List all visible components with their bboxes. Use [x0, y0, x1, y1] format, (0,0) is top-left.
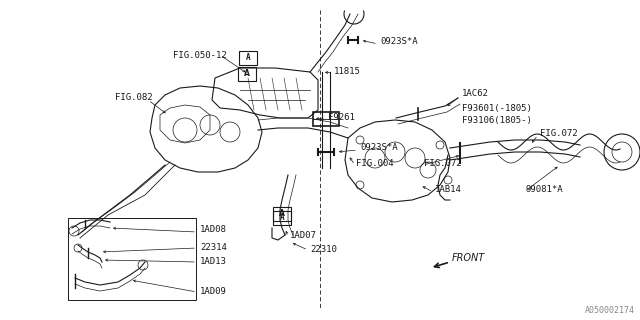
- Text: 1AD07: 1AD07: [290, 230, 317, 239]
- Text: 22310: 22310: [310, 245, 337, 254]
- Text: F93106(1805-): F93106(1805-): [462, 116, 532, 124]
- Text: 99081*A: 99081*A: [525, 186, 563, 195]
- Text: FIG.050-12: FIG.050-12: [173, 51, 227, 60]
- Text: A: A: [246, 53, 250, 62]
- Text: 0923S*A: 0923S*A: [360, 143, 397, 153]
- Text: A: A: [280, 213, 284, 222]
- Text: FIG.082: FIG.082: [115, 93, 152, 102]
- Text: 22314: 22314: [200, 244, 227, 252]
- Text: FIG.004: FIG.004: [356, 158, 394, 167]
- Text: FIG.072: FIG.072: [424, 158, 461, 167]
- Text: A: A: [279, 210, 285, 219]
- Text: F9261: F9261: [328, 114, 355, 123]
- Text: FIG.072: FIG.072: [540, 129, 578, 138]
- Text: 1AD09: 1AD09: [200, 287, 227, 297]
- Text: 11815: 11815: [334, 68, 361, 76]
- Text: 1AC62: 1AC62: [462, 90, 489, 99]
- Text: 1AB14: 1AB14: [435, 186, 462, 195]
- Text: 1AD08: 1AD08: [200, 226, 227, 235]
- Text: 1AD13: 1AD13: [200, 258, 227, 267]
- Text: FRONT: FRONT: [452, 253, 485, 263]
- Text: 0923S*A: 0923S*A: [380, 37, 418, 46]
- Text: A: A: [244, 69, 250, 78]
- Text: F93601(-1805): F93601(-1805): [462, 103, 532, 113]
- Text: A050002174: A050002174: [585, 306, 635, 315]
